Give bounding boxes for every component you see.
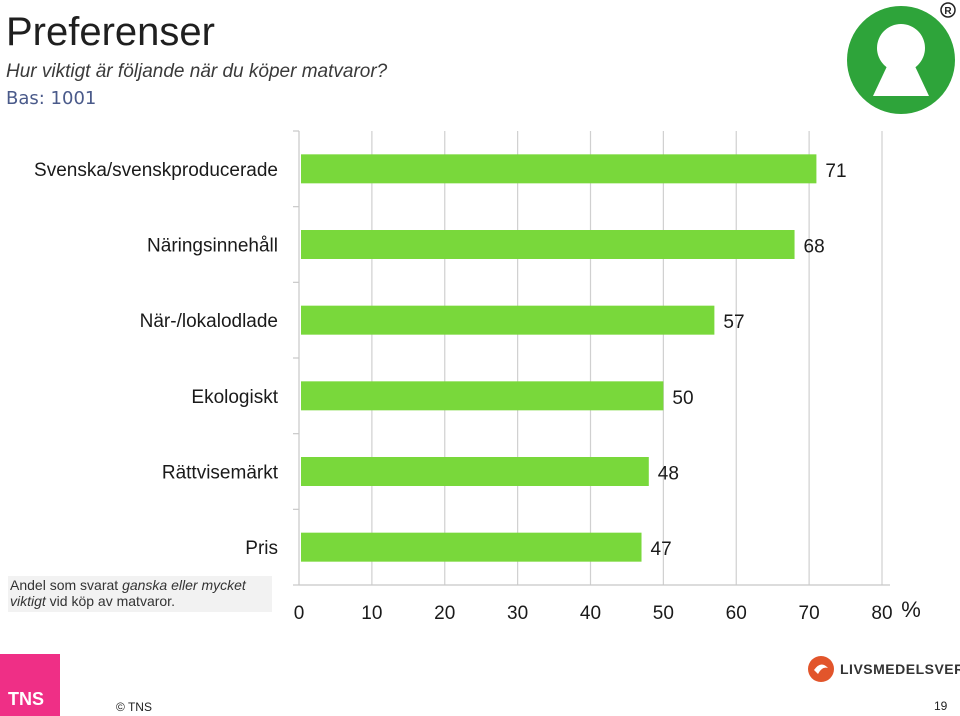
- base-count: Bas: 1001: [6, 88, 97, 109]
- tns-logo: TNS: [0, 654, 60, 716]
- bar: [301, 532, 642, 562]
- chart-labels: Svenska/svenskproducerade 71 Näringsinnehå…: [34, 160, 847, 560]
- category-label: Ekologiskt: [191, 387, 278, 408]
- data-label: 57: [723, 312, 744, 333]
- category-label: Svenska/svenskproducerade: [34, 160, 278, 181]
- x-tick-label: 80: [871, 603, 892, 624]
- brand-logo-keyhole-bottom: [873, 62, 929, 96]
- footnote-text: Andel som svarat: [10, 577, 123, 593]
- bar: [301, 457, 649, 486]
- partner-logo-icon: [808, 656, 834, 682]
- page-subtitle: Hur viktigt är följande när du köper mat…: [6, 61, 388, 82]
- chart-axis: 0 10 20 30 40 50 60 70 80%: [293, 130, 921, 624]
- bar: [301, 305, 715, 335]
- x-tick-label: 50: [653, 603, 674, 624]
- x-tick-label: 70: [799, 603, 820, 624]
- category-label: Näringsinnehåll: [147, 236, 278, 257]
- x-tick-label: 40: [580, 603, 601, 624]
- x-tick-label: 10: [361, 603, 382, 624]
- footnote-emphasis: ganska eller mycket viktigt: [10, 577, 246, 609]
- tns-logo-text: TNS: [8, 689, 44, 709]
- x-tick-label: 20: [434, 603, 455, 624]
- x-tick-label: 30: [507, 603, 528, 624]
- chart-bars: [301, 154, 817, 562]
- category-label: Pris: [245, 538, 278, 559]
- brand-logo: R: [847, 2, 956, 114]
- category-label: När-/lokalodlade: [140, 311, 278, 332]
- bar: [301, 381, 664, 411]
- bar-chart: Svenska/svenskproducerade 71 Näringsinnehå…: [34, 130, 921, 624]
- data-label: 71: [825, 161, 846, 182]
- chart-grid: [371, 131, 883, 585]
- bar: [301, 230, 795, 259]
- partner-logo-text: LIVSMEDELSVERKET: [840, 661, 960, 677]
- registered-mark-icon: [940, 2, 956, 18]
- page-title: Preferenser: [6, 10, 215, 54]
- data-label: 47: [651, 539, 672, 560]
- bar: [301, 154, 817, 184]
- svg-text:R: R: [944, 6, 952, 17]
- chart-footnote: Andel som svarat ganska eller mycket vik…: [8, 576, 272, 612]
- category-label: Rättvisemärkt: [162, 463, 279, 484]
- brand-logo-keyhole-top: [877, 24, 925, 72]
- data-label: 68: [804, 237, 825, 258]
- copyright: © TNS: [116, 700, 152, 714]
- x-tick-label: 60: [726, 603, 747, 624]
- x-unit-label: %: [901, 597, 921, 622]
- partner-logo: LIVSMEDELSVERKET: [806, 654, 960, 686]
- x-tick-label: 0: [294, 603, 305, 624]
- data-label: 48: [658, 464, 679, 485]
- data-label: 50: [672, 388, 693, 409]
- footnote-text-end: vid köp av matvaror.: [45, 593, 175, 609]
- page-number: 19: [934, 699, 948, 713]
